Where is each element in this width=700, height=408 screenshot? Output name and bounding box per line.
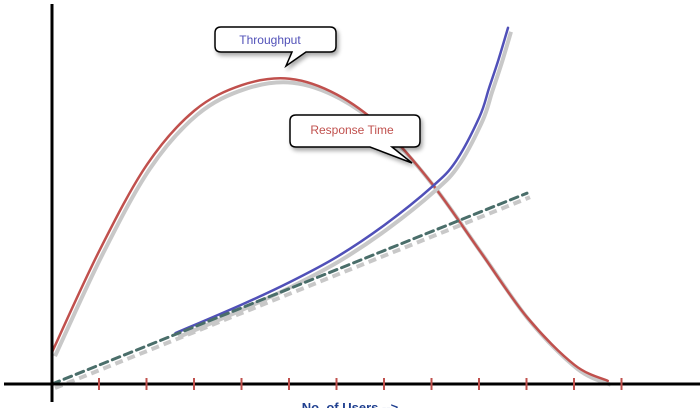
x-axis-label: No. of Users -->	[302, 400, 399, 408]
throughput-callout-label: Throughput	[239, 33, 301, 47]
response-time-line	[174, 26, 510, 335]
series-shadow-1	[177, 31, 513, 339]
response-time-callout: Response Time	[289, 114, 421, 164]
series-shadow-2	[54, 195, 531, 390]
throughput-callout: Throughput	[214, 26, 337, 69]
throughput-line	[50, 77, 609, 383]
response-time-callout-label: Response Time	[310, 123, 394, 137]
reference-line	[50, 191, 529, 386]
